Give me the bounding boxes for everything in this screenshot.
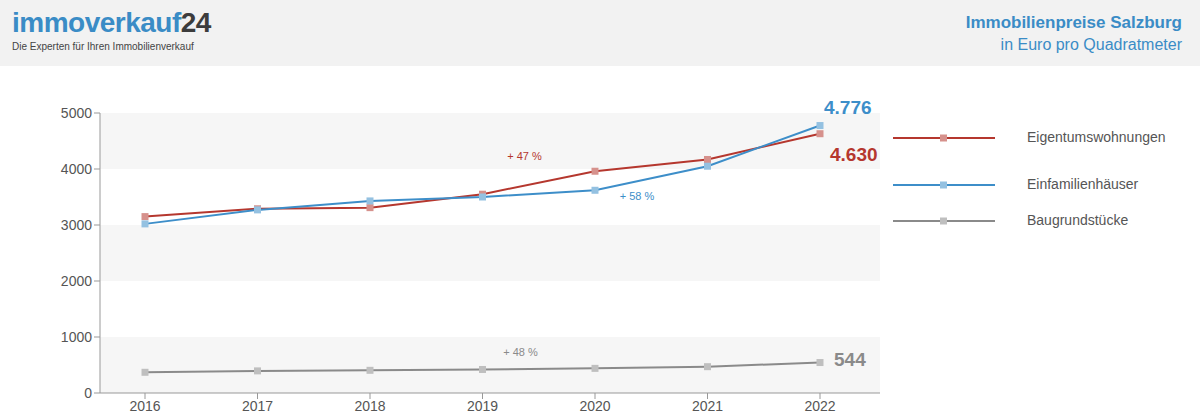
svg-text:544: 544 bbox=[834, 349, 866, 370]
svg-text:4.776: 4.776 bbox=[824, 97, 872, 118]
html-text:Einfamilienhäuser: Einfamilienhäuser bbox=[1027, 176, 1139, 192]
html-text:immoverkauf 24: immoverkauf 24 bbox=[12, 7, 211, 38]
svg-text:2022: 2022 bbox=[804, 398, 835, 414]
html-text:Baugrundstücke: Baugrundstücke bbox=[1027, 212, 1129, 228]
svg-text:2019: 2019 bbox=[467, 398, 498, 414]
html-text:Eigentumswohnungen: Eigentumswohnungen bbox=[1027, 129, 1166, 145]
svg-text:2016: 2016 bbox=[129, 398, 160, 414]
html-text:Die Experten für Ihren Immobil: Die Experten für Ihren Immobilienverkauf bbox=[12, 41, 194, 52]
svg-text:2000: 2000 bbox=[61, 273, 92, 289]
svg-text:3000: 3000 bbox=[61, 217, 92, 233]
svg-text:0: 0 bbox=[84, 385, 92, 401]
html-text:in Euro pro Quadratmeter: in Euro pro Quadratmeter bbox=[1000, 36, 1182, 53]
svg-text:2017: 2017 bbox=[242, 398, 273, 414]
svg-text:1000: 1000 bbox=[61, 329, 92, 345]
svg-text:2020: 2020 bbox=[579, 398, 610, 414]
svg-text:+ 58 %: + 58 % bbox=[620, 190, 655, 202]
svg-text:2021: 2021 bbox=[692, 398, 723, 414]
svg-text:4000: 4000 bbox=[61, 161, 92, 177]
svg-text:+ 48 %: + 48 % bbox=[503, 346, 538, 358]
svg-text:+ 47 %: + 47 % bbox=[507, 150, 542, 162]
svg-text:4.630: 4.630 bbox=[830, 144, 878, 165]
svg-text:5000: 5000 bbox=[61, 105, 92, 121]
html-text:Immobilienpreise Salzburg: Immobilienpreise Salzburg bbox=[965, 13, 1182, 32]
svg-text:2018: 2018 bbox=[354, 398, 385, 414]
